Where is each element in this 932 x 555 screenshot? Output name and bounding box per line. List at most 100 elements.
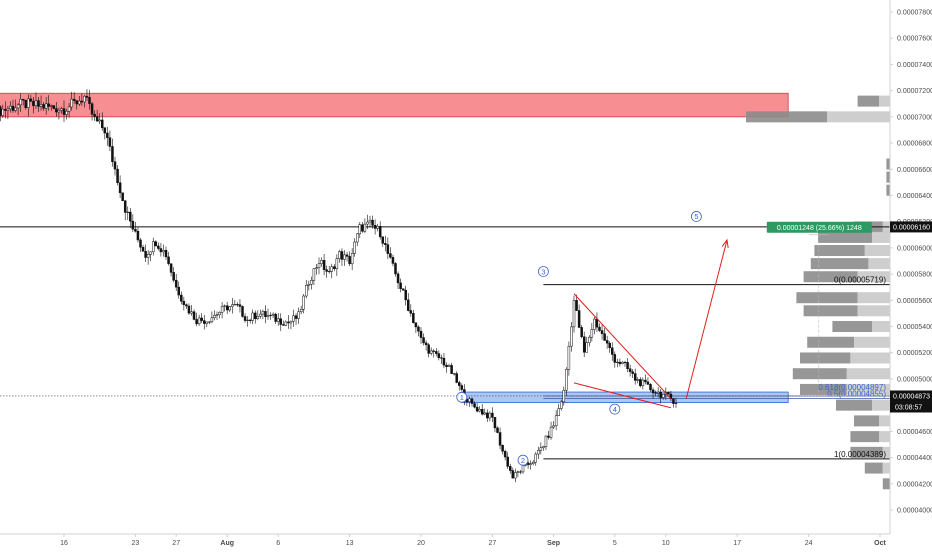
wave-label-circle[interactable]	[538, 266, 549, 277]
price-tag-box[interactable]	[890, 221, 932, 233]
candle-body	[154, 241, 158, 247]
price-tags: 0.00006160 0.00004873 03:08:57	[890, 221, 932, 413]
wave-label-3: 3	[541, 267, 545, 276]
candle-body	[519, 471, 522, 473]
volume-bar-dark	[886, 171, 890, 183]
candles-layer	[0, 89, 678, 483]
volume-bar-dark	[850, 446, 883, 458]
candle-body	[371, 219, 374, 226]
candle-body	[57, 109, 61, 113]
y-tick-label: 0.00005600	[897, 298, 932, 305]
candle-body	[442, 357, 446, 366]
wave-label-circle[interactable]	[609, 403, 621, 415]
candle-body	[628, 368, 632, 372]
candle-body	[544, 435, 548, 447]
candle-body	[256, 316, 260, 319]
volume-bar-light	[850, 352, 890, 364]
wedge-lower-line[interactable]	[573, 382, 672, 409]
x-tick-label: 23	[132, 540, 140, 547]
candle-body	[279, 318, 282, 325]
candle-body	[213, 314, 216, 319]
candle-body	[118, 182, 122, 194]
support-zone[interactable]	[461, 391, 789, 403]
wave-label-circle[interactable]	[517, 454, 529, 466]
candle-body	[231, 304, 234, 307]
candle-body	[37, 100, 40, 107]
candle-body	[312, 268, 316, 281]
candle-body	[450, 365, 453, 374]
candle-body	[218, 312, 221, 315]
candle-body	[297, 311, 300, 319]
candle-body	[386, 244, 390, 254]
candle-body	[361, 224, 364, 232]
candle-body	[399, 282, 402, 289]
x-axis[interactable]: 16 23 27 Aug 6 13 20 27 Sep 5 10 17 24 Oct	[60, 534, 887, 547]
candle-body	[246, 319, 249, 321]
candle-body	[611, 347, 614, 355]
x-tick-label: 17	[733, 540, 741, 547]
candle-body	[266, 315, 270, 317]
volume-bar-light	[846, 368, 890, 380]
candle-body	[261, 311, 265, 315]
price-tag-box[interactable]	[890, 390, 932, 402]
volume-bar-dark	[810, 258, 869, 270]
candle-body	[182, 300, 186, 305]
candle-body	[264, 311, 267, 317]
candle-body	[496, 427, 499, 433]
candle-body	[404, 289, 407, 301]
measure-label-box[interactable]	[766, 221, 872, 233]
candle-body	[493, 417, 497, 429]
candle-body	[167, 256, 170, 264]
candle-body	[636, 379, 639, 381]
wave-label-circle[interactable]	[456, 391, 468, 403]
candle-body	[590, 329, 594, 338]
candle-body	[116, 168, 119, 184]
volume-bar-dark	[796, 292, 858, 304]
candle-body	[289, 320, 293, 324]
candle-body	[335, 258, 339, 269]
candle-body	[310, 280, 313, 285]
candle-body	[570, 326, 573, 347]
candle-body	[608, 342, 611, 349]
candle-body	[631, 371, 634, 374]
candle-body	[11, 105, 15, 111]
resistance-zone[interactable]	[0, 92, 789, 118]
x-tick-label: 27	[489, 540, 497, 547]
y-tick-label: 0.00007600	[897, 36, 932, 43]
candle-body	[603, 333, 606, 341]
candle-body	[98, 119, 101, 122]
candle-body	[215, 314, 219, 316]
candle-body	[509, 466, 512, 471]
fib-label: 0(0.00005719)	[834, 276, 886, 285]
wave-label-5: 5	[694, 212, 698, 221]
candle-body	[129, 211, 132, 222]
wave-label-2: 2	[521, 456, 525, 465]
candle-body	[557, 408, 560, 416]
candle-body	[542, 446, 545, 449]
y-tick-label: 0.00004000	[897, 508, 932, 515]
candle-body	[111, 146, 114, 162]
candle-body	[585, 342, 588, 353]
candle-body	[152, 241, 155, 253]
candle-body	[131, 220, 135, 230]
volume-bar-light	[872, 231, 890, 243]
candle-body	[468, 398, 471, 403]
candle-body	[473, 403, 476, 408]
candle-body	[101, 119, 104, 129]
candle-body	[526, 462, 530, 465]
candle-body	[562, 389, 566, 403]
wave-label-circle[interactable]	[691, 211, 702, 222]
x-tick-label: 10	[662, 540, 670, 547]
candle-body	[539, 447, 543, 451]
candle-body	[598, 326, 601, 331]
wedge-upper-line[interactable]	[573, 293, 672, 399]
candle-body	[327, 270, 331, 273]
candle-body	[623, 361, 627, 364]
projection-arrow-line[interactable]	[685, 239, 728, 399]
candle-body	[16, 104, 20, 109]
candle-body	[534, 453, 537, 463]
x-tick-label: Oct	[874, 540, 886, 547]
